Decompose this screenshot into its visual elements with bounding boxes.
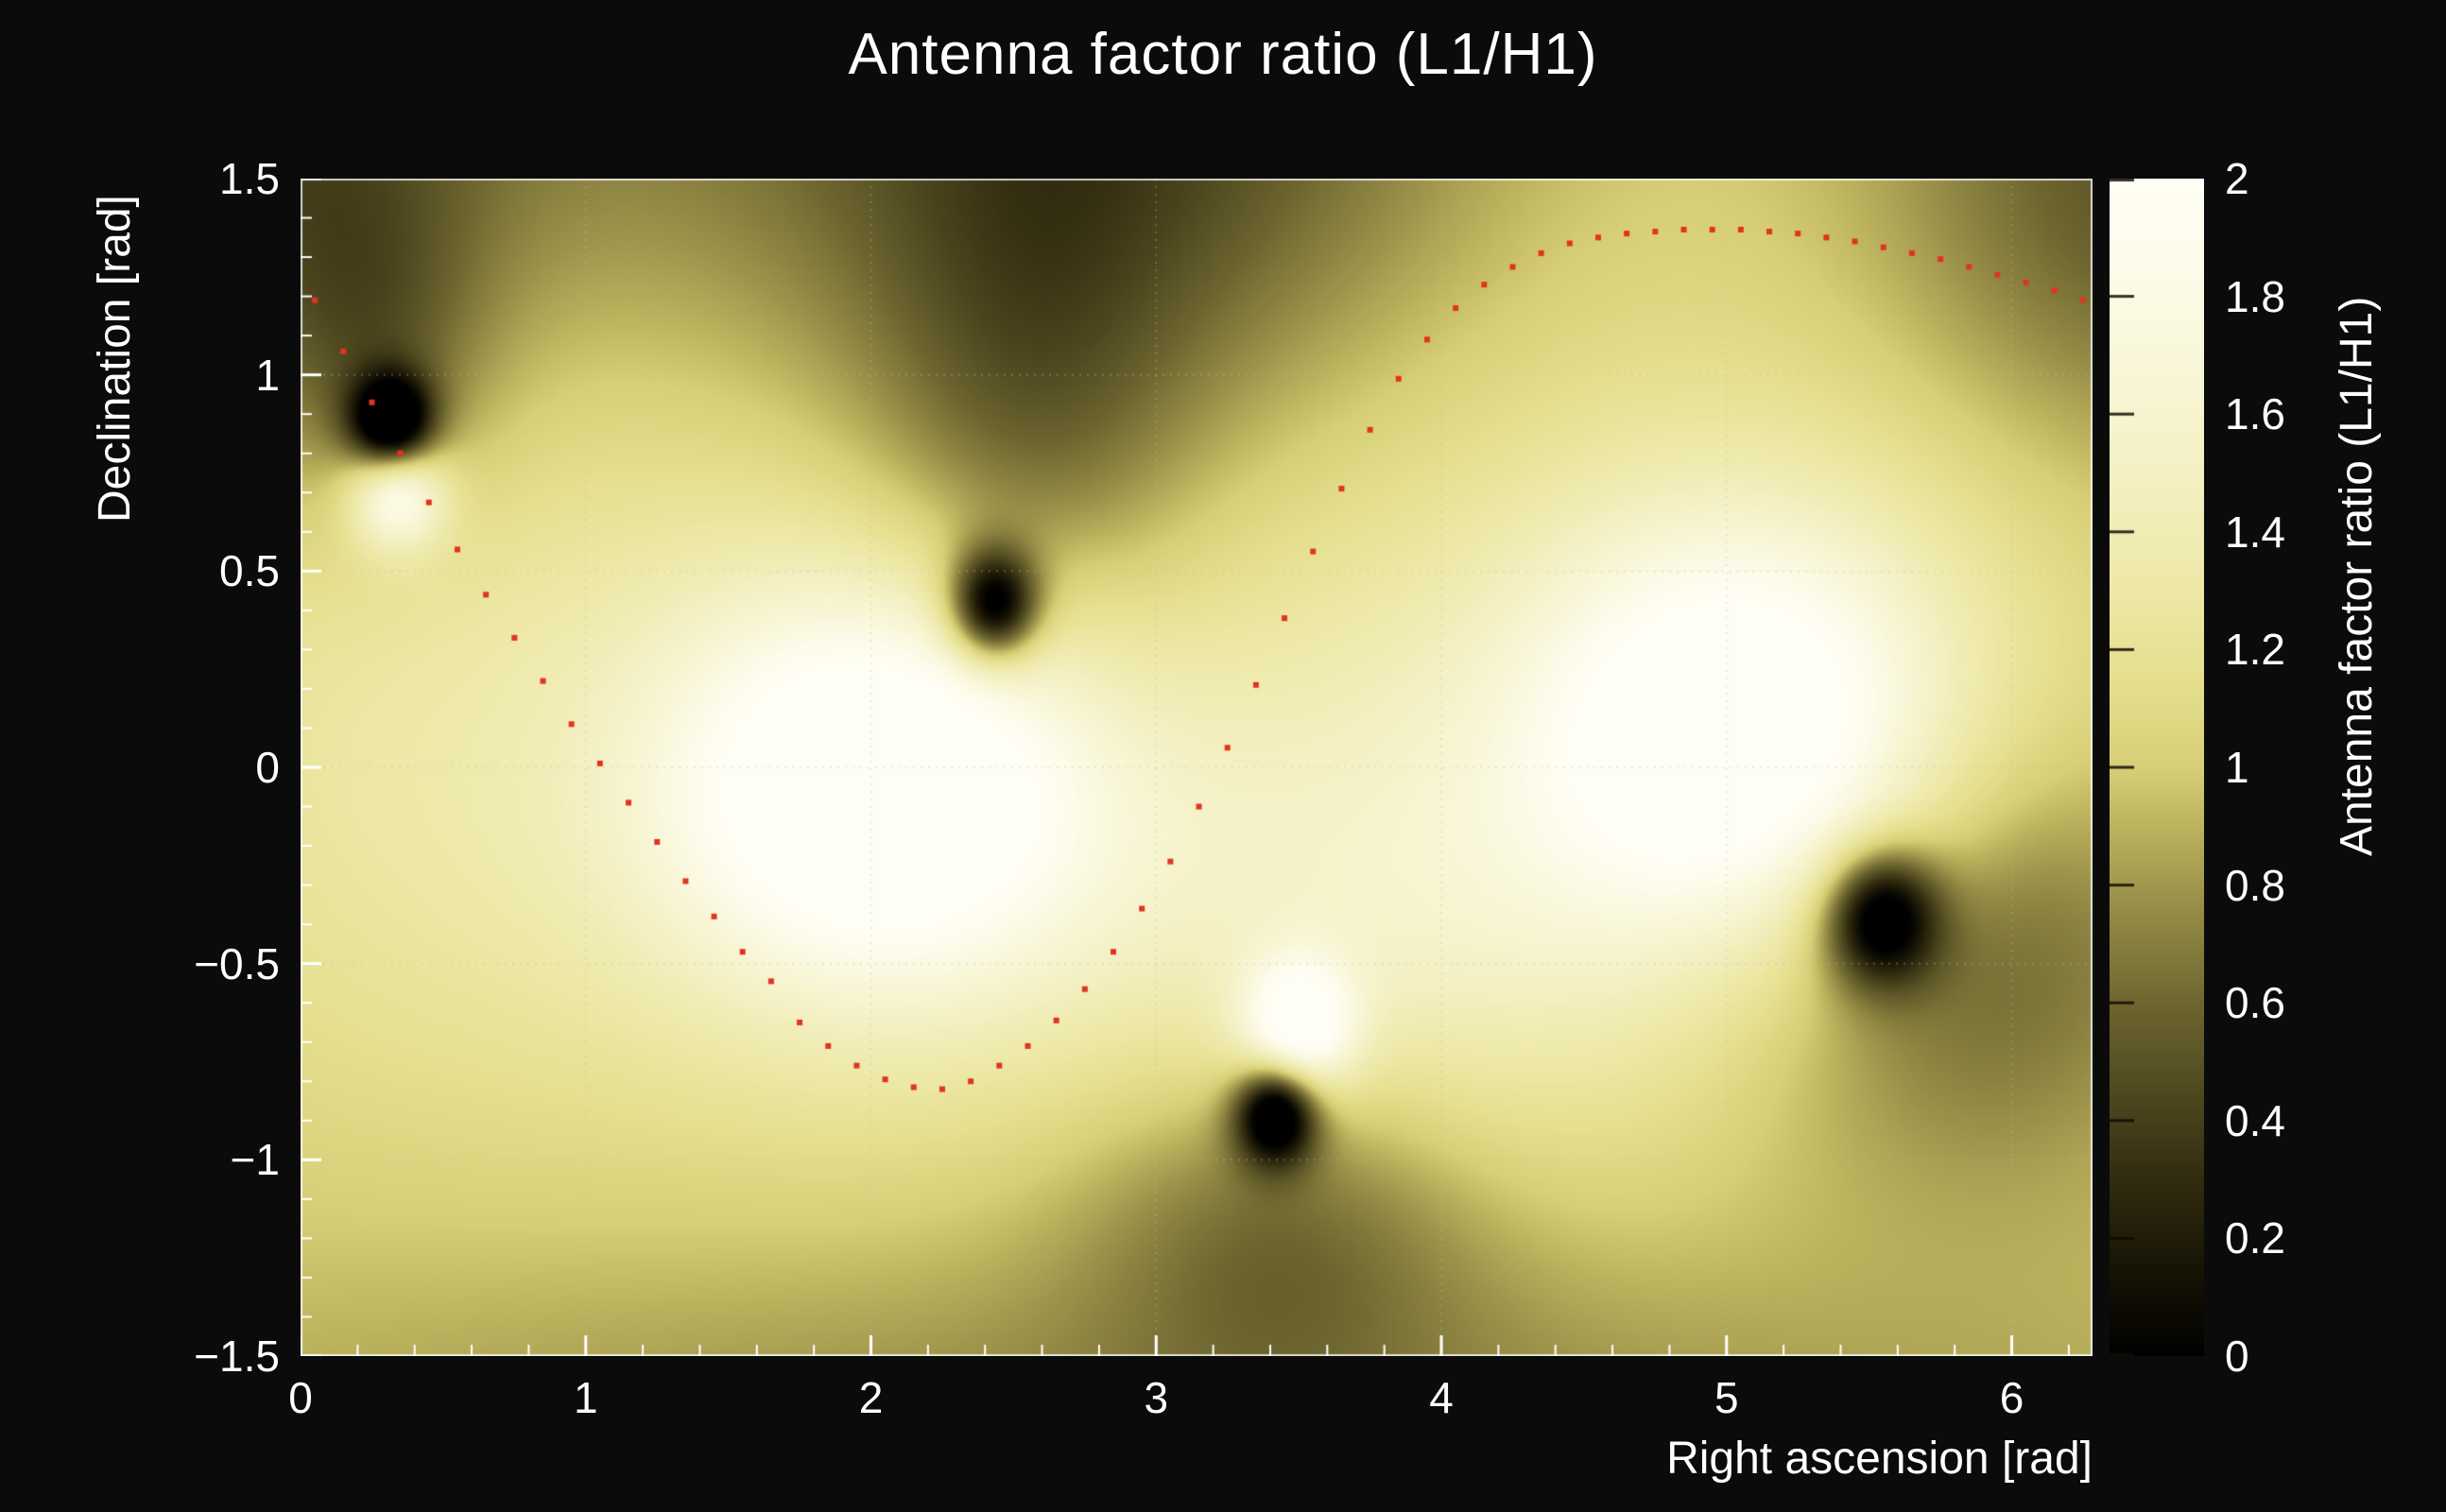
- plot-overlay-canvas: [301, 179, 2093, 1356]
- colorbar-tick-label: 1: [2225, 743, 2249, 792]
- colorbar-tick-label: 2: [2225, 154, 2249, 203]
- x-tick-label: 0: [288, 1373, 313, 1422]
- y-tick-label: 1.5: [219, 154, 280, 203]
- colorbar-tick-label: 0.8: [2225, 860, 2285, 910]
- x-tick-label: 2: [858, 1373, 884, 1422]
- colorbar-tick-label: 1.4: [2225, 507, 2285, 557]
- y-tick-label: −0.5: [194, 938, 280, 988]
- y-tick-label: 1: [255, 350, 280, 400]
- y-tick-label: 0.5: [219, 546, 280, 596]
- y-tick-label: 0: [255, 743, 280, 792]
- colorbar-tick-label: 1.8: [2225, 271, 2285, 321]
- x-tick-label: 1: [573, 1373, 598, 1422]
- chart-title: Antenna factor ratio (L1/H1): [848, 22, 1598, 87]
- y-tick-label: −1.5: [194, 1332, 280, 1381]
- colorbar-tick-label: 0.4: [2225, 1095, 2285, 1145]
- x-tick-label: 4: [1429, 1373, 1454, 1422]
- colorbar-title: Antenna factor ratio (L1/H1): [2332, 296, 2382, 856]
- x-tick-label: 6: [1999, 1373, 2024, 1422]
- colorbar: [2110, 179, 2204, 1356]
- colorbar-tick-label: 1.6: [2225, 389, 2285, 439]
- y-tick-label: −1: [230, 1135, 280, 1185]
- colorbar-tick-label: 0.2: [2225, 1213, 2285, 1263]
- x-tick-label: 5: [1714, 1373, 1739, 1422]
- x-axis-title: Right ascension [rad]: [1666, 1434, 2093, 1484]
- x-tick-label: 3: [1144, 1373, 1169, 1422]
- colorbar-tick-label: 1.2: [2225, 625, 2285, 675]
- colorbar-tick-label: 0.6: [2225, 978, 2285, 1028]
- colorbar-tick-label: 0: [2225, 1332, 2249, 1381]
